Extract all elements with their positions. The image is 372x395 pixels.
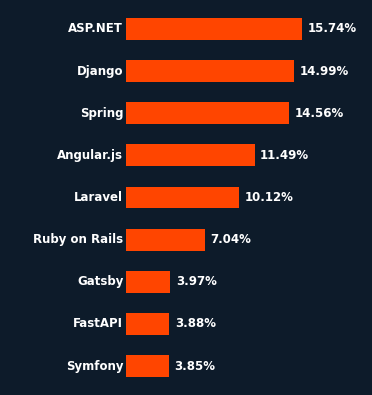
Bar bbox=[126, 102, 289, 124]
Text: 10.12%: 10.12% bbox=[245, 191, 294, 204]
Text: Django: Django bbox=[77, 65, 123, 77]
Bar bbox=[126, 313, 169, 335]
Text: Spring: Spring bbox=[80, 107, 123, 120]
Text: Laravel: Laravel bbox=[74, 191, 123, 204]
Bar bbox=[126, 60, 294, 82]
Text: 15.74%: 15.74% bbox=[308, 23, 357, 36]
Bar bbox=[126, 355, 169, 377]
Bar bbox=[126, 145, 255, 166]
Text: 14.99%: 14.99% bbox=[299, 65, 349, 77]
Text: 11.49%: 11.49% bbox=[260, 149, 309, 162]
Text: 14.56%: 14.56% bbox=[294, 107, 344, 120]
Text: ASP.NET: ASP.NET bbox=[68, 23, 123, 36]
Text: Gatsby: Gatsby bbox=[77, 275, 123, 288]
Text: Angular.js: Angular.js bbox=[57, 149, 123, 162]
Text: FastAPI: FastAPI bbox=[73, 318, 123, 330]
Bar bbox=[126, 186, 239, 209]
Text: 3.88%: 3.88% bbox=[175, 318, 216, 330]
Text: 3.85%: 3.85% bbox=[174, 359, 215, 372]
Text: 7.04%: 7.04% bbox=[210, 233, 251, 246]
Bar bbox=[126, 18, 302, 40]
Text: Symfony: Symfony bbox=[66, 359, 123, 372]
Bar bbox=[126, 271, 170, 293]
Text: 3.97%: 3.97% bbox=[176, 275, 217, 288]
Text: Ruby on Rails: Ruby on Rails bbox=[33, 233, 123, 246]
Bar bbox=[126, 229, 205, 250]
